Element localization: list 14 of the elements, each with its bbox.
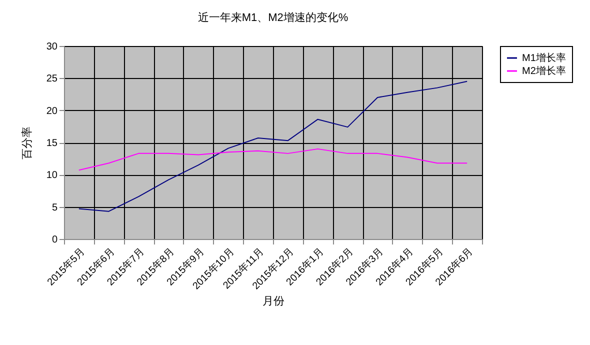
y-tick-label: 0: [52, 234, 58, 246]
y-tick-label: 30: [46, 42, 58, 52]
y-axis-title: 百分率: [20, 126, 34, 160]
y-tick-label: 15: [46, 138, 58, 149]
y-tick-label: 5: [52, 202, 58, 214]
y-tick-label: 20: [46, 106, 58, 117]
line-series: [78, 148, 468, 171]
x-axis-title: 月份: [262, 295, 284, 308]
legend-label: M1增长率: [522, 52, 566, 64]
y-tick-label: 10: [46, 170, 58, 182]
chart-title: 近一年来M1、M2增速的变化%: [198, 11, 348, 24]
line-series: [78, 80, 468, 212]
legend-label: M2增长率: [522, 65, 566, 77]
y-tick-label: 25: [46, 74, 58, 85]
